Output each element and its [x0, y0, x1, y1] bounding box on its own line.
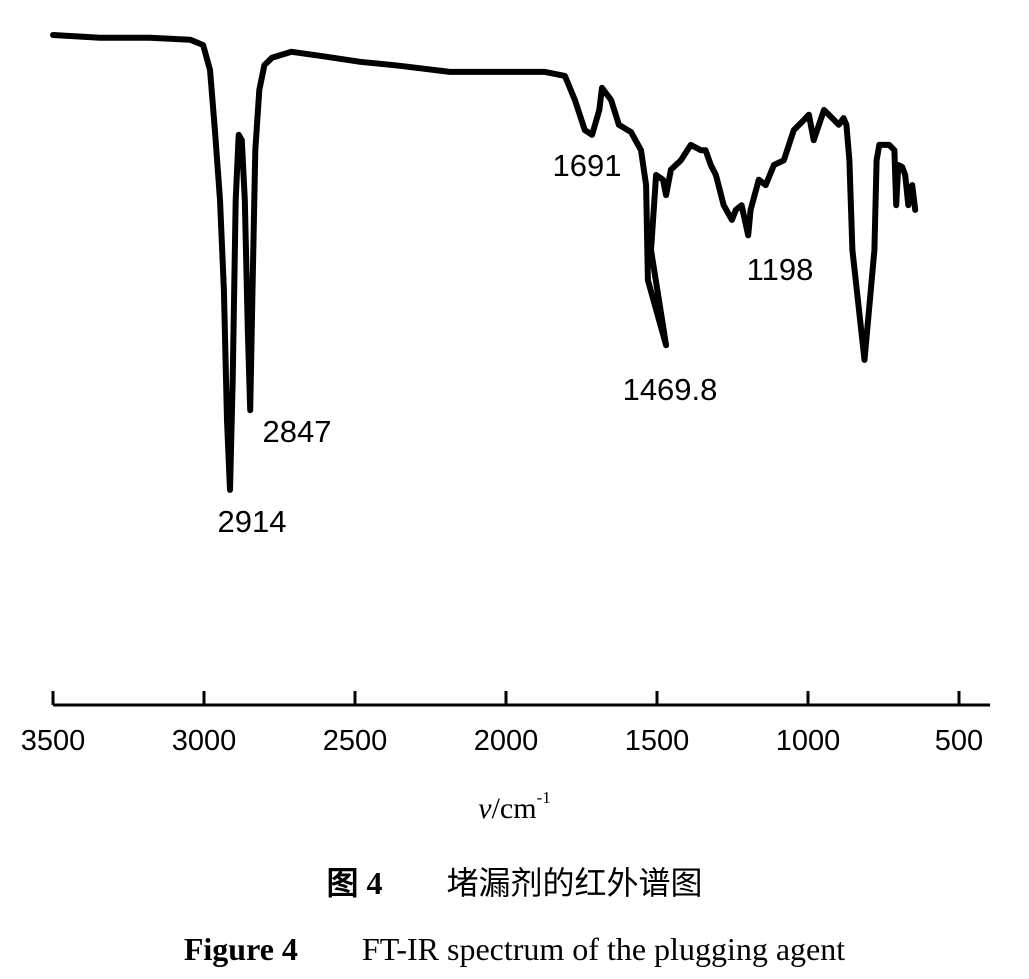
caption-cn-label: 图 4	[326, 865, 383, 901]
x-tick-label: 1500	[625, 725, 690, 757]
peak-label: 2847	[263, 414, 332, 449]
caption-chinese: 图 4 堵漏剂的红外谱图	[0, 858, 1029, 904]
caption-cn-text: 堵漏剂的红外谱图	[446, 865, 703, 901]
x-tick-label: 1000	[776, 725, 841, 757]
caption-en-label: Figure 4	[183, 931, 298, 967]
spectrum-series	[50, 32, 919, 493]
peak-label: 1469.8	[623, 372, 718, 407]
x-tick-label: 500	[935, 725, 983, 757]
x-tick-label: 3500	[21, 725, 86, 757]
spectrum-line	[50, 32, 919, 493]
x-tick-label: 3000	[172, 725, 237, 757]
peak-label: 2914	[218, 504, 287, 539]
x-tick-label: 2000	[474, 725, 539, 757]
caption-english: Figure 4 FT-IR spectrum of the plugging …	[0, 924, 1029, 970]
ftir-chart: 3500 3000 2500 2000 1500 1000 500 2914 2847 1691…	[21, 32, 991, 757]
x-axis-label: ν/cm-1	[478, 788, 551, 825]
caption-en-text: FT-IR spectrum of the plugging agent	[361, 931, 846, 967]
peak-label: 1198	[747, 252, 814, 287]
x-tick-label: 2500	[323, 725, 388, 757]
peak-annotations: 2914 2847 1691 1469.8 1198	[218, 148, 814, 539]
x-axis: 3500 3000 2500 2000 1500 1000 500	[21, 691, 991, 757]
peak-label: 1691	[553, 148, 622, 183]
